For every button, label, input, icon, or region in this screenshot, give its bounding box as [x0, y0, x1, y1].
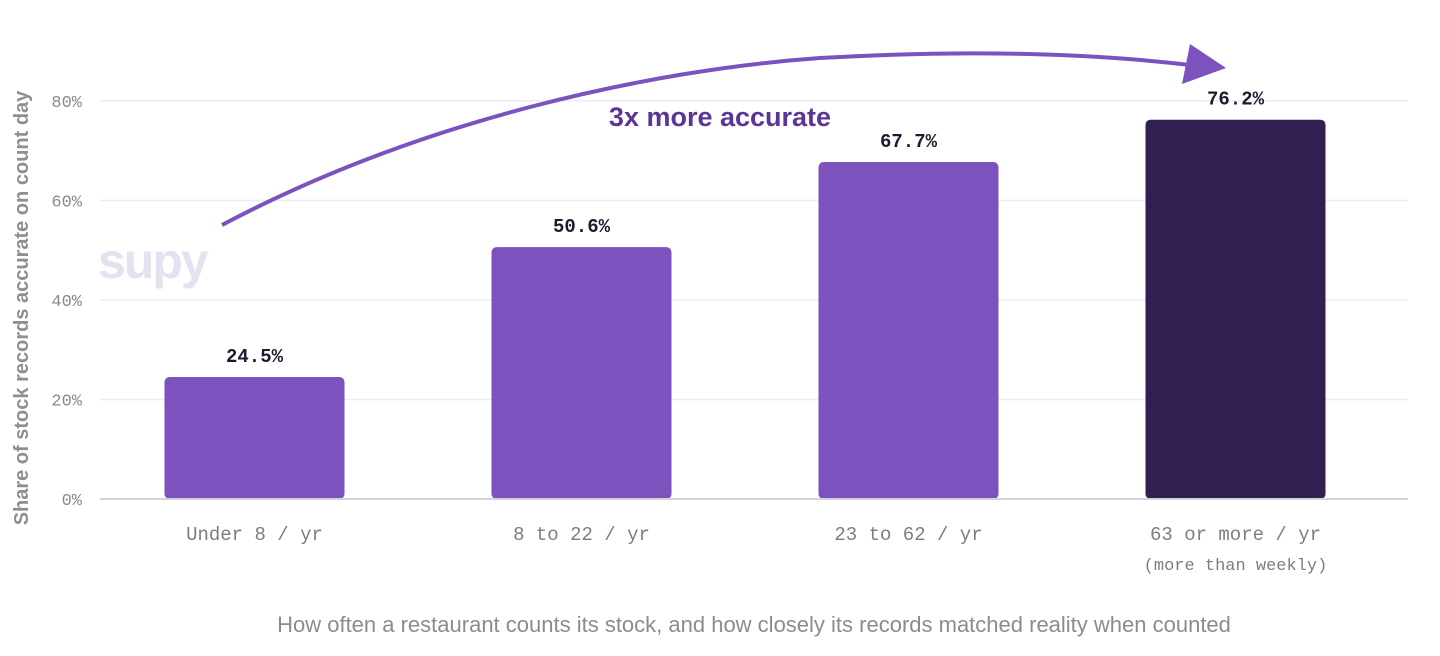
data-label: 67.7% [880, 131, 938, 153]
data-labels: 24.5% 50.6% 67.7% 76.2% [226, 89, 1265, 368]
y-tick-label: 20% [51, 392, 82, 411]
x-tick-label: 63 or more / yr [1150, 524, 1321, 546]
x-tick-sublabel: (more than weekly) [1144, 557, 1328, 576]
bar [164, 377, 345, 499]
bars [164, 119, 1326, 500]
annotation-text: 3x more accurate [609, 102, 831, 132]
data-label: 76.2% [1207, 89, 1265, 111]
chart-caption: How often a restaurant counts its stock,… [277, 612, 1231, 637]
x-tick-label: 23 to 62 / yr [834, 524, 982, 546]
supy-logo: supy [98, 233, 209, 289]
y-tick-label: 80% [51, 94, 82, 113]
trend-arrow-head [1182, 44, 1226, 84]
x-tick-label: 8 to 22 / yr [513, 524, 650, 546]
y-axis-ticks: 0% 20% 40% 60% 80% [51, 94, 82, 511]
x-axis-categories: Under 8 / yr 8 to 22 / yr 23 to 62 / yr 63 … [186, 524, 1327, 576]
bar [491, 247, 672, 499]
bar [1145, 119, 1326, 500]
x-tick-label: Under 8 / yr [186, 524, 323, 546]
y-axis-label: Share of stock records accurate on count… [11, 90, 33, 525]
bar [818, 162, 999, 499]
data-label: 50.6% [553, 216, 611, 238]
y-tick-label: 40% [51, 293, 82, 312]
y-tick-label: 0% [62, 492, 83, 511]
data-label: 24.5% [226, 346, 284, 368]
trend-arrow-curve [221, 51, 1191, 227]
y-tick-label: 60% [51, 193, 82, 212]
